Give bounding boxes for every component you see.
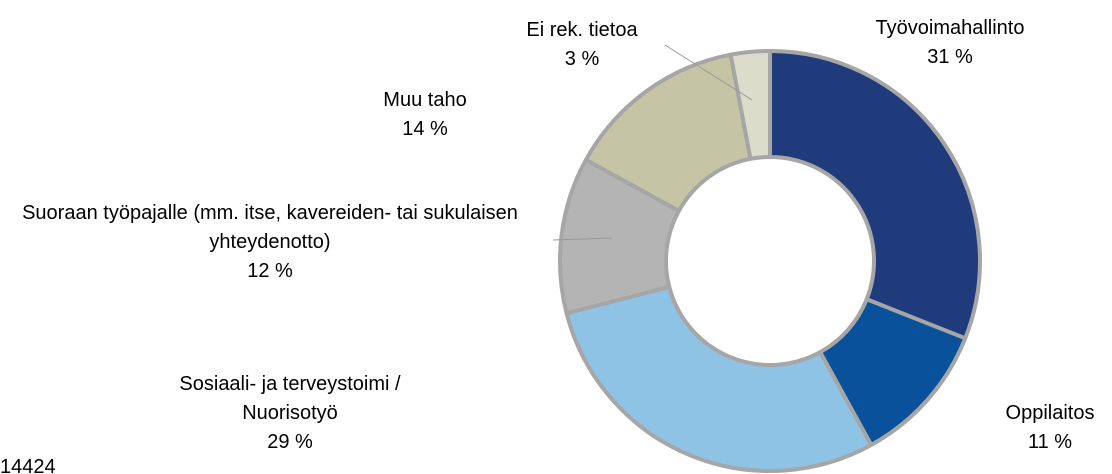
value-label: 11 % — [1027, 431, 1073, 453]
category-label: Suoraan työpajalle (mm. itse, kavereiden… — [22, 202, 518, 253]
category-label: Oppilaitos — [1005, 402, 1095, 424]
category-label: Työvoimahallinto — [875, 17, 1025, 39]
slice-label: Oppilaitos 11 % — [950, 399, 1112, 457]
value-label: 14 % — [402, 118, 448, 140]
slice-label: Sosiaali- ja terveystoimi / Nuorisotyö 29… — [170, 370, 410, 457]
leader-line — [552, 237, 613, 241]
slice-label: Ei rek. tietoa 3 % — [482, 16, 682, 74]
slice — [728, 49, 772, 161]
value-label: 29 % — [267, 431, 313, 453]
value-label: 12 % — [247, 260, 293, 282]
annotation: 14424 — [0, 456, 56, 474]
category-label: Ei rek. tietoa — [526, 19, 638, 41]
leader-line — [664, 44, 753, 101]
slice-label: Muu taho 14 % — [325, 86, 525, 144]
slice — [768, 49, 982, 341]
slice-label: Työvoimahallinto 31 % — [820, 14, 1080, 72]
category-label: Sosiaali- ja terveystoimi / Nuorisotyö — [179, 373, 401, 424]
slice — [564, 284, 874, 473]
category-label: Muu taho — [383, 89, 467, 111]
value-label: 3 % — [564, 48, 600, 70]
slice-label: Suoraan työpajalle (mm. itse, kavereiden… — [0, 199, 540, 286]
value-label: 31 % — [927, 46, 973, 68]
slices — [558, 49, 982, 473]
slice — [583, 52, 753, 213]
